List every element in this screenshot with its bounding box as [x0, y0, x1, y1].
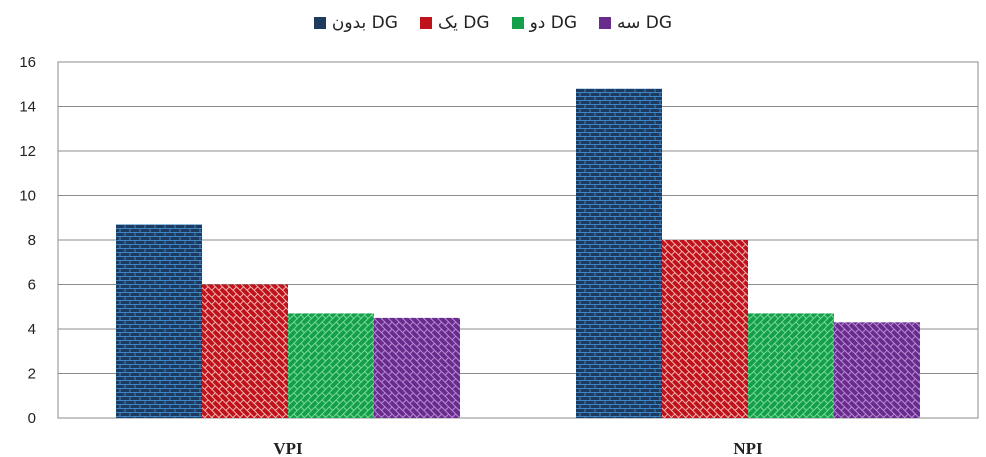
legend-item: بدون DG [313, 13, 398, 33]
legend-swatch [313, 17, 326, 29]
y-tick-label: 12 [19, 143, 36, 160]
y-tick-label: 10 [19, 188, 36, 205]
legend-swatch [511, 17, 524, 29]
bar [374, 317, 460, 418]
bar [748, 313, 834, 418]
legend-item: دو DG [511, 13, 578, 33]
bar [662, 240, 748, 418]
y-tick-label: 6 [28, 277, 36, 294]
y-tick-label: 16 [19, 54, 36, 71]
x-category-label: NPI [733, 439, 763, 457]
legend-item: سه DG [599, 13, 672, 33]
bar [834, 322, 920, 418]
legend-swatch [599, 17, 612, 29]
x-category-label: VPI [273, 439, 303, 457]
y-tick-label: 2 [28, 366, 36, 383]
bar [288, 313, 374, 418]
legend-item: یک DG [419, 13, 490, 33]
legend-label: دو DG [529, 13, 578, 33]
chart-legend: بدون DG یک DG دو DG سه DG [0, 8, 986, 38]
bar [576, 88, 662, 418]
y-tick-label: 8 [28, 232, 36, 249]
y-axis: 0 2 4 6 8 10 12 14 16 [19, 54, 36, 427]
y-tick-label: 0 [28, 410, 36, 427]
bars [116, 88, 920, 418]
y-tick-label: 14 [19, 99, 36, 116]
bar [202, 284, 288, 418]
legend-swatch [419, 17, 432, 29]
x-axis: VPI NPI [273, 439, 763, 457]
bar [116, 224, 202, 418]
legend-label: سه DG [617, 13, 673, 33]
legend-label: یک DG [437, 13, 490, 33]
legend-label: بدون DG [331, 13, 398, 33]
y-tick-label: 4 [28, 321, 36, 338]
